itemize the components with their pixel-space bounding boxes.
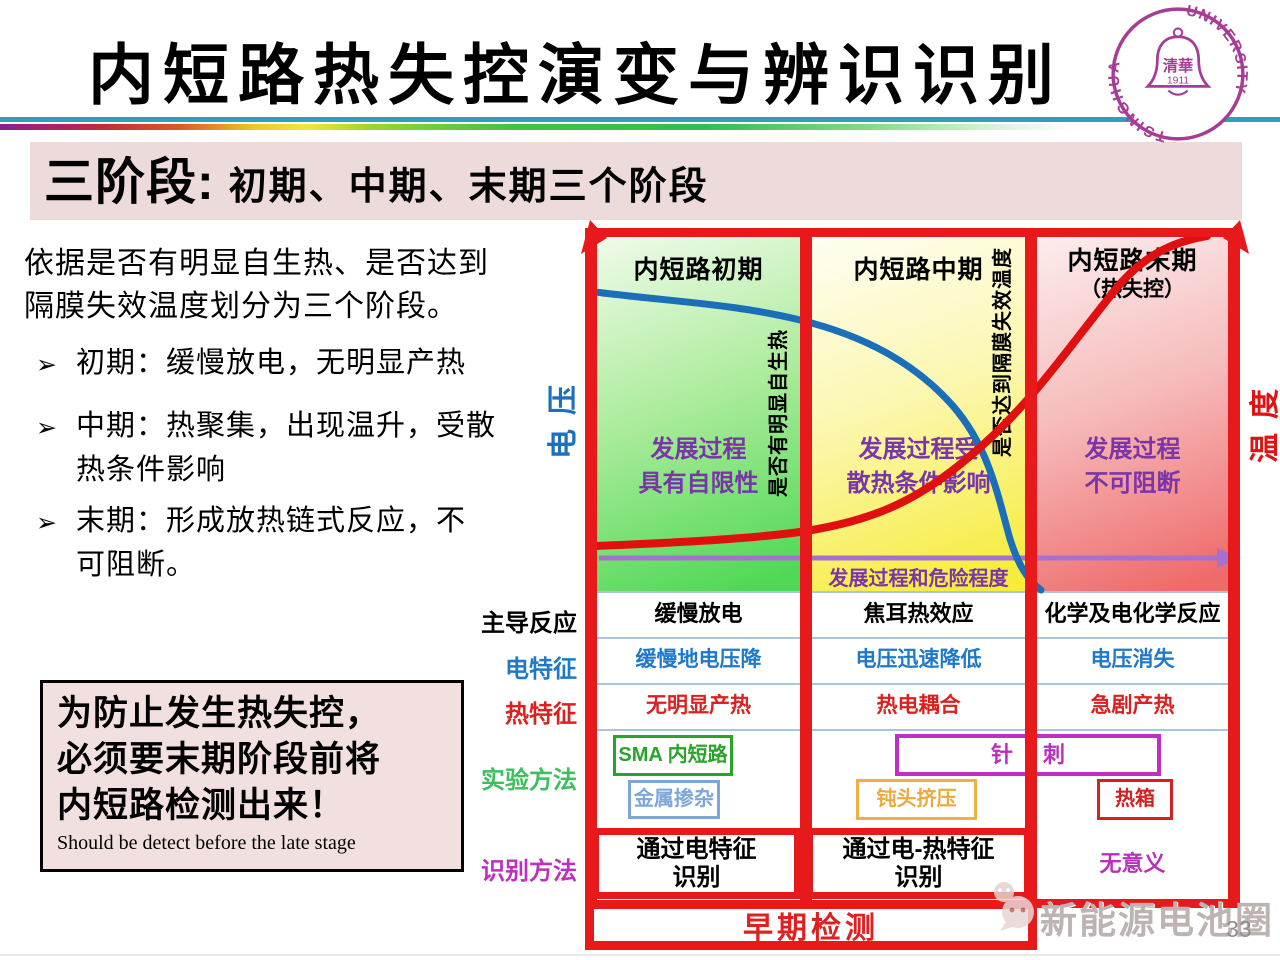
experiment-box-hot-box: 热箱 <box>1097 779 1173 820</box>
identify-meaningless: 无意义 <box>1099 851 1166 876</box>
grid-line-right <box>1228 228 1240 908</box>
arrow-bullet-icon: ➢ <box>36 351 58 379</box>
page-number: 33 <box>1226 916 1252 942</box>
early-detection-box: 早期检测 <box>585 900 1037 950</box>
callout-line: 必须要末期阶段前将 <box>57 740 382 779</box>
early-detection-label: 早期检测 <box>743 912 879 945</box>
bullet-text: 初期：缓慢放电，无明显产热 <box>75 347 466 379</box>
chat-bubble-icon <box>994 882 1034 931</box>
row-label-experiment: 实验方法 <box>481 767 577 794</box>
cell-reaction-early: 缓慢放电 <box>654 601 743 626</box>
identify-box-electrical: 通过电特征 识别 <box>592 828 801 899</box>
callout-box: 为防止发生热失控， 必须要末期阶段前将 内短路检测出来！ Should be d… <box>40 680 464 872</box>
identify-line: 识别 <box>672 864 721 891</box>
arrow-bullet-icon: ➢ <box>36 509 58 537</box>
row-label-electrical: 电特征 <box>505 656 577 683</box>
identify-line: 识别 <box>894 864 943 891</box>
grid-line-col3-bottom <box>1025 899 1240 908</box>
stage-diagram-panel: 内短路初期 内短路中期 内短路末期 （热失控） 发展过程 具有自限性 发展过程受… <box>581 220 1249 952</box>
experiment-box-blunt-crush: 钝头挤压 <box>856 779 977 820</box>
tsinghua-logo-icon: TSINGHUA UNIVERSITY 清華 1911 <box>1107 5 1249 143</box>
callout-line: 为防止发生热失控， <box>57 694 382 733</box>
grid-line-left <box>585 228 597 908</box>
callout-line: 内短路检测出来！ <box>57 786 346 825</box>
caption-line: 发展过程 <box>1084 436 1181 463</box>
x-axis-label: 发展过程和危险程度 <box>828 568 1009 590</box>
cell-reaction-late: 化学及电化学反应 <box>1044 601 1221 626</box>
stage-caption-late: 发展过程 不可阻断 <box>1037 433 1228 501</box>
boundary-label-separator-failure: 是否达到隔膜失效温度 <box>992 247 1014 457</box>
cell-electrical-middle: 电压迅速降低 <box>855 648 982 671</box>
stage-title-late: 内短路末期 <box>1067 247 1198 275</box>
cell-reaction-middle: 焦耳热效应 <box>863 601 974 626</box>
cell-thermal-early: 无明显产热 <box>646 694 751 717</box>
identify-line: 通过电特征 <box>636 836 757 863</box>
row-label-thermal: 热特征 <box>505 701 577 728</box>
grid-line-divider2 <box>1025 228 1037 908</box>
logo-bell-shape <box>1144 35 1212 88</box>
identify-box-electro-thermal: 通过电-热特征 识别 <box>806 828 1031 899</box>
cell-electrical-early: 缓慢地电压降 <box>635 648 762 671</box>
page-title: 内短路热失控演变与辨识识别 <box>88 38 1063 112</box>
intro-paragraph: 依据是否有明显自生热、是否达到隔膜失效温度划分为三个阶段。 <box>24 247 489 323</box>
bullet-text: 末期：形成放热链式反应，不可阻断。 <box>75 505 466 581</box>
boundary-label-self-heating: 是否有明显自生热 <box>768 329 790 497</box>
section-banner: 三阶段: 初期、中期、末期三个阶段 <box>30 142 1242 220</box>
logo-chars: 清華 <box>1163 57 1193 75</box>
divider-teal <box>0 117 1280 122</box>
cell-thermal-late: 急剧产热 <box>1090 694 1175 717</box>
experiment-box-metal-doping: 金属掺杂 <box>628 780 720 819</box>
logo-year: 1911 <box>1167 76 1189 87</box>
bullet-item: ➢ 中期：热聚集，出现温升，受散热条件影响 <box>36 405 541 492</box>
stage-subtitle-late: （热失控） <box>1080 278 1185 301</box>
row-separator <box>597 637 1228 639</box>
bullet-item: ➢ 初期：缓慢放电，无明显产热 <box>36 342 541 386</box>
row-separator <box>597 683 1228 685</box>
y-axis-label-voltage: 电压 <box>547 371 580 459</box>
divider-rainbow <box>0 124 1280 130</box>
row-separator <box>597 729 1228 731</box>
banner-prefix: 三阶段: <box>44 154 215 210</box>
row-label-reaction: 主导反应 <box>481 610 577 637</box>
caption-line: 不可阻断 <box>1084 470 1181 497</box>
row-label-identify: 识别方法 <box>481 858 577 885</box>
y-axis-label-temperature: 温度 <box>1249 375 1280 463</box>
cell-thermal-middle: 热电耦合 <box>876 694 961 717</box>
caption-line: 散热条件影响 <box>846 470 991 497</box>
bottom-edge-line <box>0 954 1280 956</box>
arrow-bullet-icon: ➢ <box>36 414 58 442</box>
identify-line: 通过电-热特征 <box>842 836 995 863</box>
grid-line-divider1 <box>800 228 812 908</box>
banner-text: 初期、中期、末期三个阶段 <box>228 166 709 208</box>
bullet-item: ➢ 末期：形成放热链式反应，不可阻断。 <box>36 500 541 587</box>
bullet-text: 中期：热聚集，出现温升，受散热条件影响 <box>75 410 496 486</box>
watermark-text: 新能源电池圈 <box>1040 900 1274 941</box>
cell-electrical-late: 电压消失 <box>1090 648 1175 671</box>
grid-line-top <box>585 228 1240 237</box>
experiment-box-sma: SMA 内短路 <box>613 735 733 776</box>
callout-english: Should be detect before the late stage <box>57 832 356 854</box>
stage-title-early: 内短路初期 <box>633 256 764 284</box>
